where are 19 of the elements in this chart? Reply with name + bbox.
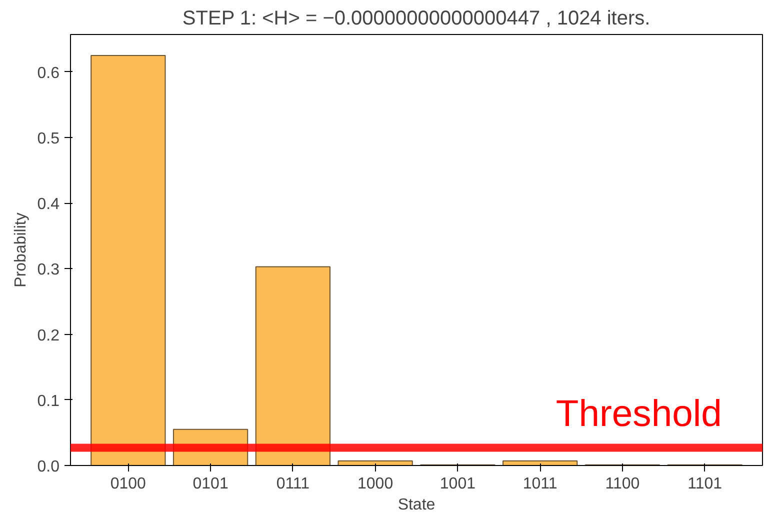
y-tick-label: 0.4 bbox=[37, 196, 60, 214]
x-tick-label: 1101 bbox=[688, 476, 722, 492]
x-tick-label: 1011 bbox=[522, 476, 558, 492]
x-tick-label: 1100 bbox=[605, 476, 640, 492]
x-axis-title: State bbox=[398, 496, 436, 514]
x-tick-label: 0101 bbox=[192, 476, 228, 492]
y-tick-label: 0.3 bbox=[37, 262, 60, 279]
x-tick-label: 1001 bbox=[440, 476, 476, 492]
y-tick-label: 0.6 bbox=[37, 64, 60, 82]
x-tick-label: 0100 bbox=[110, 476, 146, 492]
y-tick-label: 0.0 bbox=[37, 458, 60, 476]
y-tick-label: 0.5 bbox=[37, 130, 60, 148]
x-tick-label: 1000 bbox=[358, 476, 394, 492]
chart-title: STEP 1: <H> = −0.00000000000000447 , 1024 iters. bbox=[182, 8, 650, 30]
x-tick-label: 0111 bbox=[276, 476, 310, 492]
y-tick-label: 0.1 bbox=[37, 392, 60, 410]
y-tick-label: 0.2 bbox=[37, 327, 60, 344]
ref-line-label: Threshold bbox=[556, 392, 722, 434]
y-axis-title: Probability bbox=[12, 212, 30, 288]
